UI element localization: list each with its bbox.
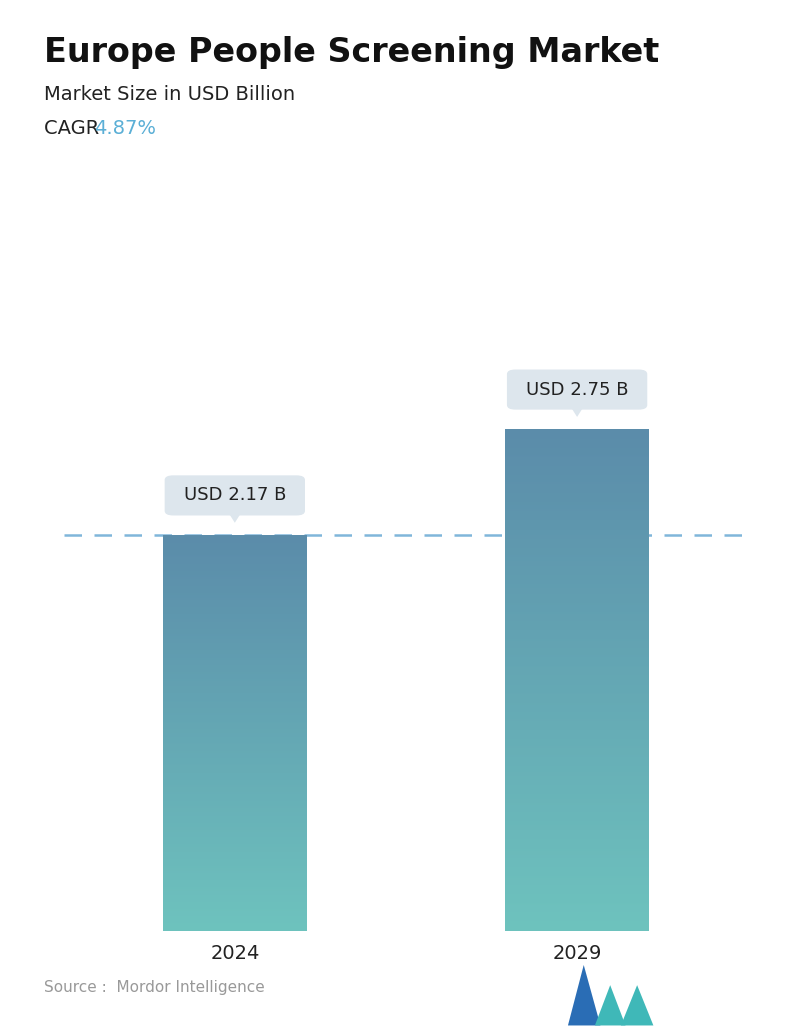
Text: USD 2.75 B: USD 2.75 B	[526, 381, 628, 398]
Text: Source :  Mordor Intelligence: Source : Mordor Intelligence	[44, 980, 264, 996]
Polygon shape	[228, 511, 242, 523]
FancyBboxPatch shape	[507, 369, 647, 409]
Polygon shape	[568, 965, 600, 1026]
Text: CAGR: CAGR	[44, 119, 105, 138]
Text: USD 2.17 B: USD 2.17 B	[184, 486, 286, 505]
Text: Market Size in USD Billion: Market Size in USD Billion	[44, 85, 295, 103]
Polygon shape	[621, 985, 654, 1026]
FancyBboxPatch shape	[165, 476, 305, 516]
Text: Europe People Screening Market: Europe People Screening Market	[44, 36, 659, 69]
Polygon shape	[570, 405, 584, 417]
Text: 4.87%: 4.87%	[94, 119, 156, 138]
Polygon shape	[595, 985, 626, 1026]
